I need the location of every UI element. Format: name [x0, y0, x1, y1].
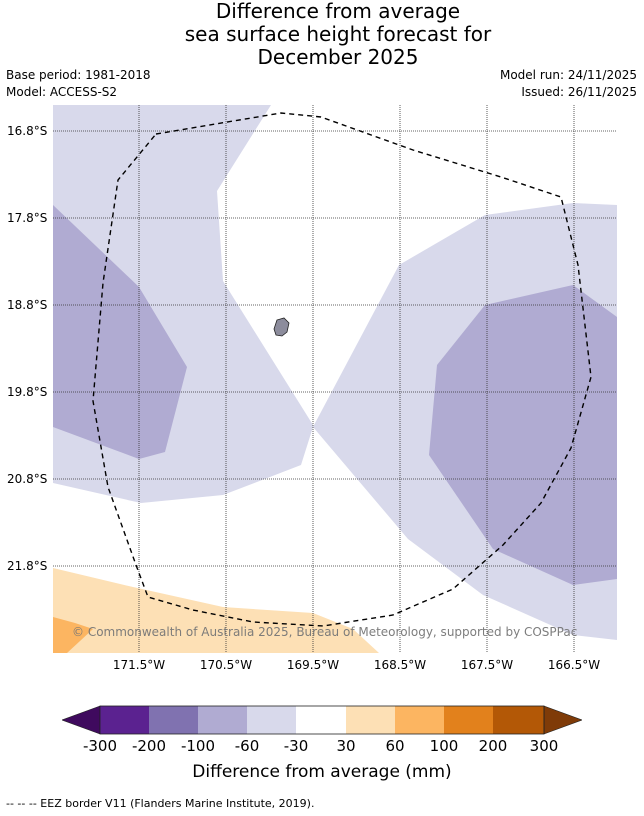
title-line-2: sea surface height forecast for	[184, 22, 492, 46]
colorbar-bin-3	[198, 706, 247, 734]
colorbar	[61, 703, 583, 737]
model-name: Model: ACCESS-S2	[6, 85, 118, 99]
lon-label-1: 171.5°W	[112, 658, 166, 672]
map-panel[interactable]	[53, 105, 617, 653]
cb-tick-7: 60	[385, 737, 405, 755]
lat-label-3: 18.8°S	[7, 298, 48, 312]
colorbar-bin-8	[444, 706, 493, 734]
colorbar-bin-6	[346, 706, 395, 734]
colorbar-bin-9	[493, 706, 544, 734]
contour-mid-east	[429, 285, 617, 585]
cb-tick-2: -200	[131, 737, 167, 755]
issued-date: Issued: 26/11/2025	[521, 85, 637, 99]
colorbar-svg	[61, 705, 583, 735]
cb-tick-10: 300	[529, 737, 559, 755]
cb-tick-1: -300	[82, 737, 118, 755]
cb-tick-3: -100	[180, 737, 216, 755]
gridlines	[53, 105, 617, 653]
cb-tick-8: 100	[429, 737, 459, 755]
lat-label-6: 21.8°S	[7, 559, 48, 573]
lat-label-2: 17.8°S	[7, 211, 48, 225]
copyright-notice: © Commonwealth of Australia 2025, Bureau…	[72, 625, 578, 639]
title-line-1: Difference from average	[215, 0, 461, 23]
lat-label-4: 19.8°S	[7, 385, 48, 399]
lon-label-2: 170.5°W	[199, 658, 253, 672]
eez-border-line[interactable]	[92, 112, 592, 627]
contour-orange	[53, 617, 93, 653]
cb-tick-6: 30	[336, 737, 356, 755]
meta-left: Base period: 1981-2018 Model: ACCESS-S2	[6, 67, 151, 101]
cb-tick-5: -30	[283, 737, 309, 755]
lon-label-6: 166.5°W	[547, 658, 601, 672]
colorbar-bin-2	[149, 706, 198, 734]
meta-right: Model run: 24/11/2025 Issued: 26/11/2025	[500, 67, 637, 101]
colorbar-bin-7	[395, 706, 444, 734]
lat-label-5: 20.8°S	[7, 472, 48, 486]
map-svg	[53, 105, 617, 653]
cb-tick-9: 200	[478, 737, 508, 755]
model-run: Model run: 24/11/2025	[499, 68, 637, 82]
contour-light-orange	[53, 568, 379, 653]
lon-label-5: 167.5°W	[460, 658, 514, 672]
island-niue[interactable]	[273, 317, 290, 337]
contour-mid-west	[53, 205, 187, 459]
eez-legend: -- -- -- EEZ border V11 (Flanders Marine…	[6, 797, 315, 810]
lat-label-1: 16.8°S	[7, 124, 48, 138]
colorbar-bin-1	[100, 706, 149, 734]
lon-label-4: 168.5°W	[373, 658, 427, 672]
base-period: Base period: 1981-2018	[6, 68, 151, 82]
colorbar-arrow-high	[543, 705, 583, 735]
colorbar-arrow-low	[61, 705, 101, 735]
title-line-3: December 2025	[257, 45, 419, 69]
cb-tick-4: -60	[234, 737, 260, 755]
colorbar-bin-5	[296, 706, 346, 734]
lon-label-3: 169.5°W	[286, 658, 340, 672]
map-title: Difference from average sea surface heig…	[0, 0, 644, 69]
colorbar-outline	[99, 705, 545, 735]
colorbar-label: Difference from average (mm)	[192, 762, 452, 782]
colorbar-bin-4	[247, 706, 296, 734]
